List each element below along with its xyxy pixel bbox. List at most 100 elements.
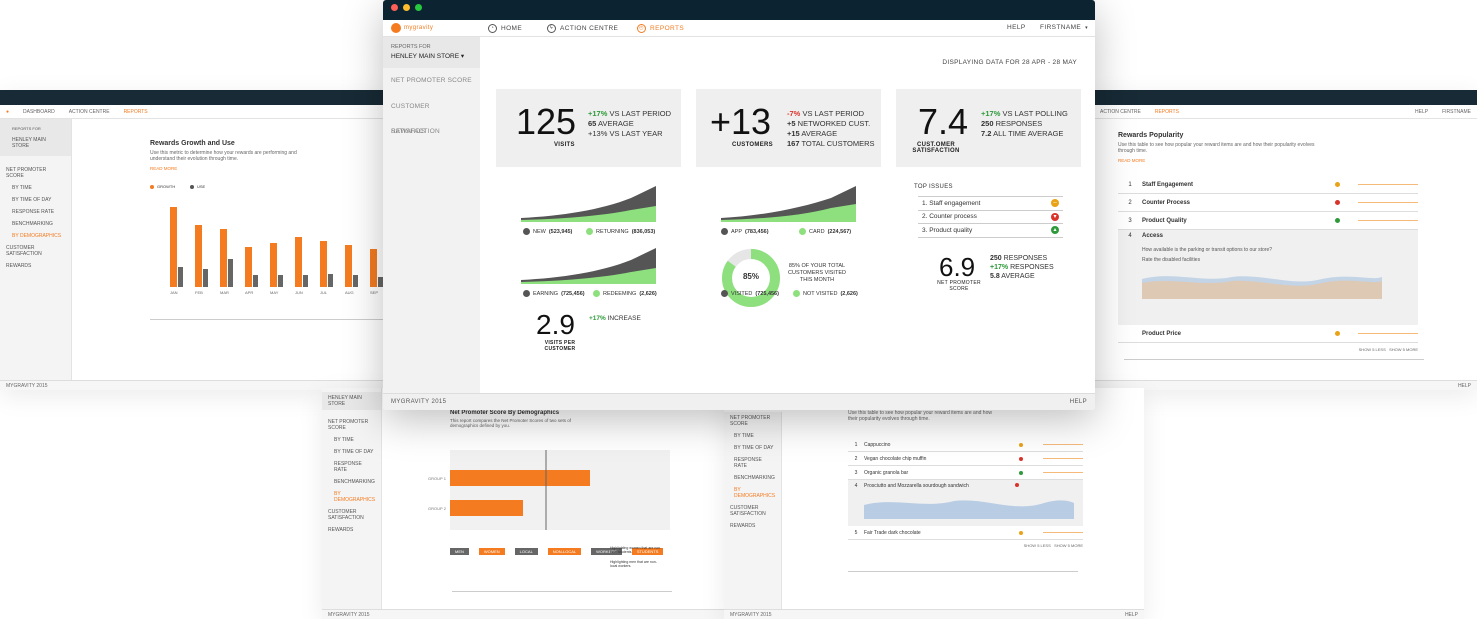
- tag-men[interactable]: MEN: [450, 548, 469, 555]
- right-show-more[interactable]: SHOW 5 MORE: [1389, 347, 1418, 352]
- left-side-item[interactable]: BY TIME OF DAY: [12, 197, 52, 203]
- month-label: JUL: [320, 290, 328, 295]
- nps-label: NET PROMOTER SCORE: [937, 280, 981, 292]
- table-row-expanded[interactable]: 4 Prosciutto and Mozzarella sourdough san…: [848, 480, 1083, 526]
- br-side-item[interactable]: RESPONSE RATE: [734, 457, 762, 469]
- br-side-item[interactable]: BY DEMOGRAPHICS: [734, 487, 776, 499]
- right-nav-user[interactable]: FIRSTNAME: [1442, 108, 1471, 115]
- left-nav-reports[interactable]: REPORTS: [123, 108, 148, 115]
- right-time-slider[interactable]: [1124, 352, 1424, 360]
- bl-time-slider[interactable]: [452, 584, 672, 592]
- top-issues-list: 1. Staff engagement – 2. Counter process ▾…: [918, 196, 1063, 238]
- right-nav-action[interactable]: ACTION CENTRE: [1100, 108, 1141, 115]
- table-row[interactable]: Product Price: [1118, 325, 1418, 343]
- br-side-item[interactable]: CUSTOMER SATISFACTION: [730, 505, 766, 517]
- month-label: APR: [245, 290, 253, 295]
- left-side-item[interactable]: RESPONSE RATE: [12, 209, 55, 215]
- right-question-1: How available is the parking or transit …: [1142, 247, 1273, 253]
- table-row[interactable]: 3 Organic granola bar: [848, 466, 1083, 480]
- month-label: SEP: [370, 290, 378, 295]
- left-store[interactable]: HENLEY MAIN STORE: [12, 137, 46, 149]
- bl-side-item[interactable]: BENCHMARKING: [334, 479, 375, 485]
- sidebar-item-rewards[interactable]: REWARDS: [391, 128, 426, 135]
- left-read-more[interactable]: READ MORE: [150, 166, 178, 171]
- tag-non-local[interactable]: NON-LOCAL: [547, 548, 582, 555]
- br-side-item[interactable]: NET PROMOTER SCORE: [730, 415, 771, 427]
- sidebar-item-satisfaction[interactable]: CUSTOMER SATISFACTION: [391, 102, 440, 136]
- tag-local[interactable]: LOCAL: [514, 548, 538, 555]
- br-side-item[interactable]: BY TIME OF DAY: [734, 445, 774, 451]
- left-side-item[interactable]: NET PROMOTER SCORE: [6, 167, 47, 179]
- left-side-item[interactable]: REWARDS: [6, 263, 32, 269]
- bl-side-item[interactable]: BY DEMOGRAPHICS: [334, 491, 376, 503]
- right-nav-reports[interactable]: REPORTS: [1154, 108, 1179, 115]
- left-side-item[interactable]: CUSTOMER SATISFACTION: [6, 245, 42, 257]
- close-dot[interactable]: [391, 4, 398, 11]
- bl-side-item[interactable]: RESPONSE RATE: [334, 461, 362, 473]
- right-nav-help[interactable]: HELP: [1415, 108, 1429, 115]
- br-side-item[interactable]: REWARDS: [730, 523, 756, 529]
- left-titlebar: [0, 90, 390, 105]
- bl-side-item[interactable]: BY TIME: [334, 437, 354, 443]
- bl-side-item[interactable]: NET PROMOTER SCORE: [328, 419, 369, 431]
- bar-use: [328, 274, 333, 287]
- left-side-item[interactable]: BENCHMARKING: [12, 221, 53, 227]
- visits-per-value: 2.9: [536, 309, 575, 340]
- nav-reports[interactable]: ◴ REPORTS: [637, 24, 684, 33]
- table-row-expanded[interactable]: 4 Access How available is the parking or …: [1118, 230, 1418, 325]
- br-show-more[interactable]: SHOW 5 MORE: [1054, 543, 1083, 548]
- left-side-item[interactable]: BY TIME: [12, 185, 32, 191]
- table-row[interactable]: 2 Vegan chocolate chip muffin: [848, 452, 1083, 466]
- main-titlebar: [383, 0, 1095, 20]
- customers-card: +13 CUSTOMERS -7% VS LAST PERIOD +5 NETW…: [696, 89, 881, 167]
- left-nav-dashboard[interactable]: DASHBOARD: [23, 108, 55, 115]
- left-side-item[interactable]: BY DEMOGRAPHICS: [12, 233, 62, 239]
- bl-group2-label: GROUP 2: [428, 506, 446, 511]
- tag-students[interactable]: STUDENTS: [631, 548, 664, 555]
- table-row[interactable]: 5 Fair Trade dark chocolate: [848, 526, 1083, 540]
- table-row[interactable]: 2 Counter Process: [1118, 194, 1418, 212]
- bolt-icon: ϟ: [547, 24, 556, 33]
- bl-sidebar: HENLEY MAIN STORE NET PROMOTER SCORE BY …: [322, 388, 382, 609]
- sidebar-item-nps[interactable]: NET PROMOTER SCORE: [391, 77, 472, 84]
- legend-new: NEW (523,945): [523, 228, 572, 235]
- tag-workers[interactable]: WORKERS: [591, 548, 622, 555]
- table-row[interactable]: 3 Product Quality: [1118, 212, 1418, 230]
- left-report-desc: Use this metric to determine how your re…: [150, 150, 297, 162]
- bl-side-item[interactable]: BY TIME OF DAY: [334, 449, 374, 455]
- tag-women[interactable]: WOMEN: [478, 548, 505, 555]
- issue-row[interactable]: 2. Counter process ▾: [918, 211, 1063, 224]
- issue-row[interactable]: 1. Staff engagement –: [918, 197, 1063, 211]
- nav-home[interactable]: ◔ HOME: [488, 24, 522, 33]
- nav-action-centre[interactable]: ϟ ACTION CENTRE: [547, 24, 618, 33]
- nav-user-menu[interactable]: FIRSTNAME ▾: [1040, 24, 1089, 31]
- store-selector[interactable]: REPORTS FOR HENLEY MAIN STORE ▾: [383, 37, 480, 68]
- left-store-label: REPORTS FOR: [12, 126, 41, 131]
- maximize-dot[interactable]: [415, 4, 422, 11]
- customers-value: +13: [710, 101, 772, 142]
- minimize-dot[interactable]: [403, 4, 410, 11]
- store-name[interactable]: HENLEY MAIN STORE ▾: [391, 53, 465, 60]
- right-show-less[interactable]: SHOW 5 LESS: [1358, 347, 1386, 352]
- nav-help[interactable]: HELP: [1007, 24, 1026, 31]
- br-side-item[interactable]: BENCHMARKING: [734, 475, 775, 481]
- left-time-slider[interactable]: [150, 312, 385, 320]
- left-report-title: Rewards Growth and Use: [150, 140, 235, 147]
- br-show-less[interactable]: SHOW 5 LESS: [1023, 543, 1051, 548]
- bl-side-item[interactable]: CUSTOMER SATISFACTION: [328, 509, 364, 521]
- bl-store[interactable]: HENLEY MAIN STORE: [322, 392, 381, 410]
- visited-donut-chart: [722, 249, 780, 307]
- left-nav-action[interactable]: ACTION CENTRE: [68, 108, 110, 115]
- right-titlebar: [1094, 90, 1477, 105]
- br-time-slider[interactable]: [848, 564, 1078, 572]
- right-read-more[interactable]: READ MORE: [1118, 158, 1146, 163]
- legend-app: APP (783,456): [721, 228, 769, 235]
- mygravity-logo[interactable]: mygravity: [391, 23, 433, 33]
- nps-stats: 250 RESPONSES +17% RESPONSES 5.8 AVERAGE: [990, 255, 1054, 280]
- table-row[interactable]: 1 Staff Engagement: [1118, 176, 1418, 194]
- footer-help[interactable]: HELP: [1069, 399, 1087, 405]
- br-side-item[interactable]: BY TIME: [734, 433, 754, 439]
- table-row[interactable]: 1 Cappuccino: [848, 438, 1083, 452]
- bl-side-item[interactable]: REWARDS: [328, 527, 354, 533]
- issue-row[interactable]: 3. Product quality ▴: [918, 224, 1063, 238]
